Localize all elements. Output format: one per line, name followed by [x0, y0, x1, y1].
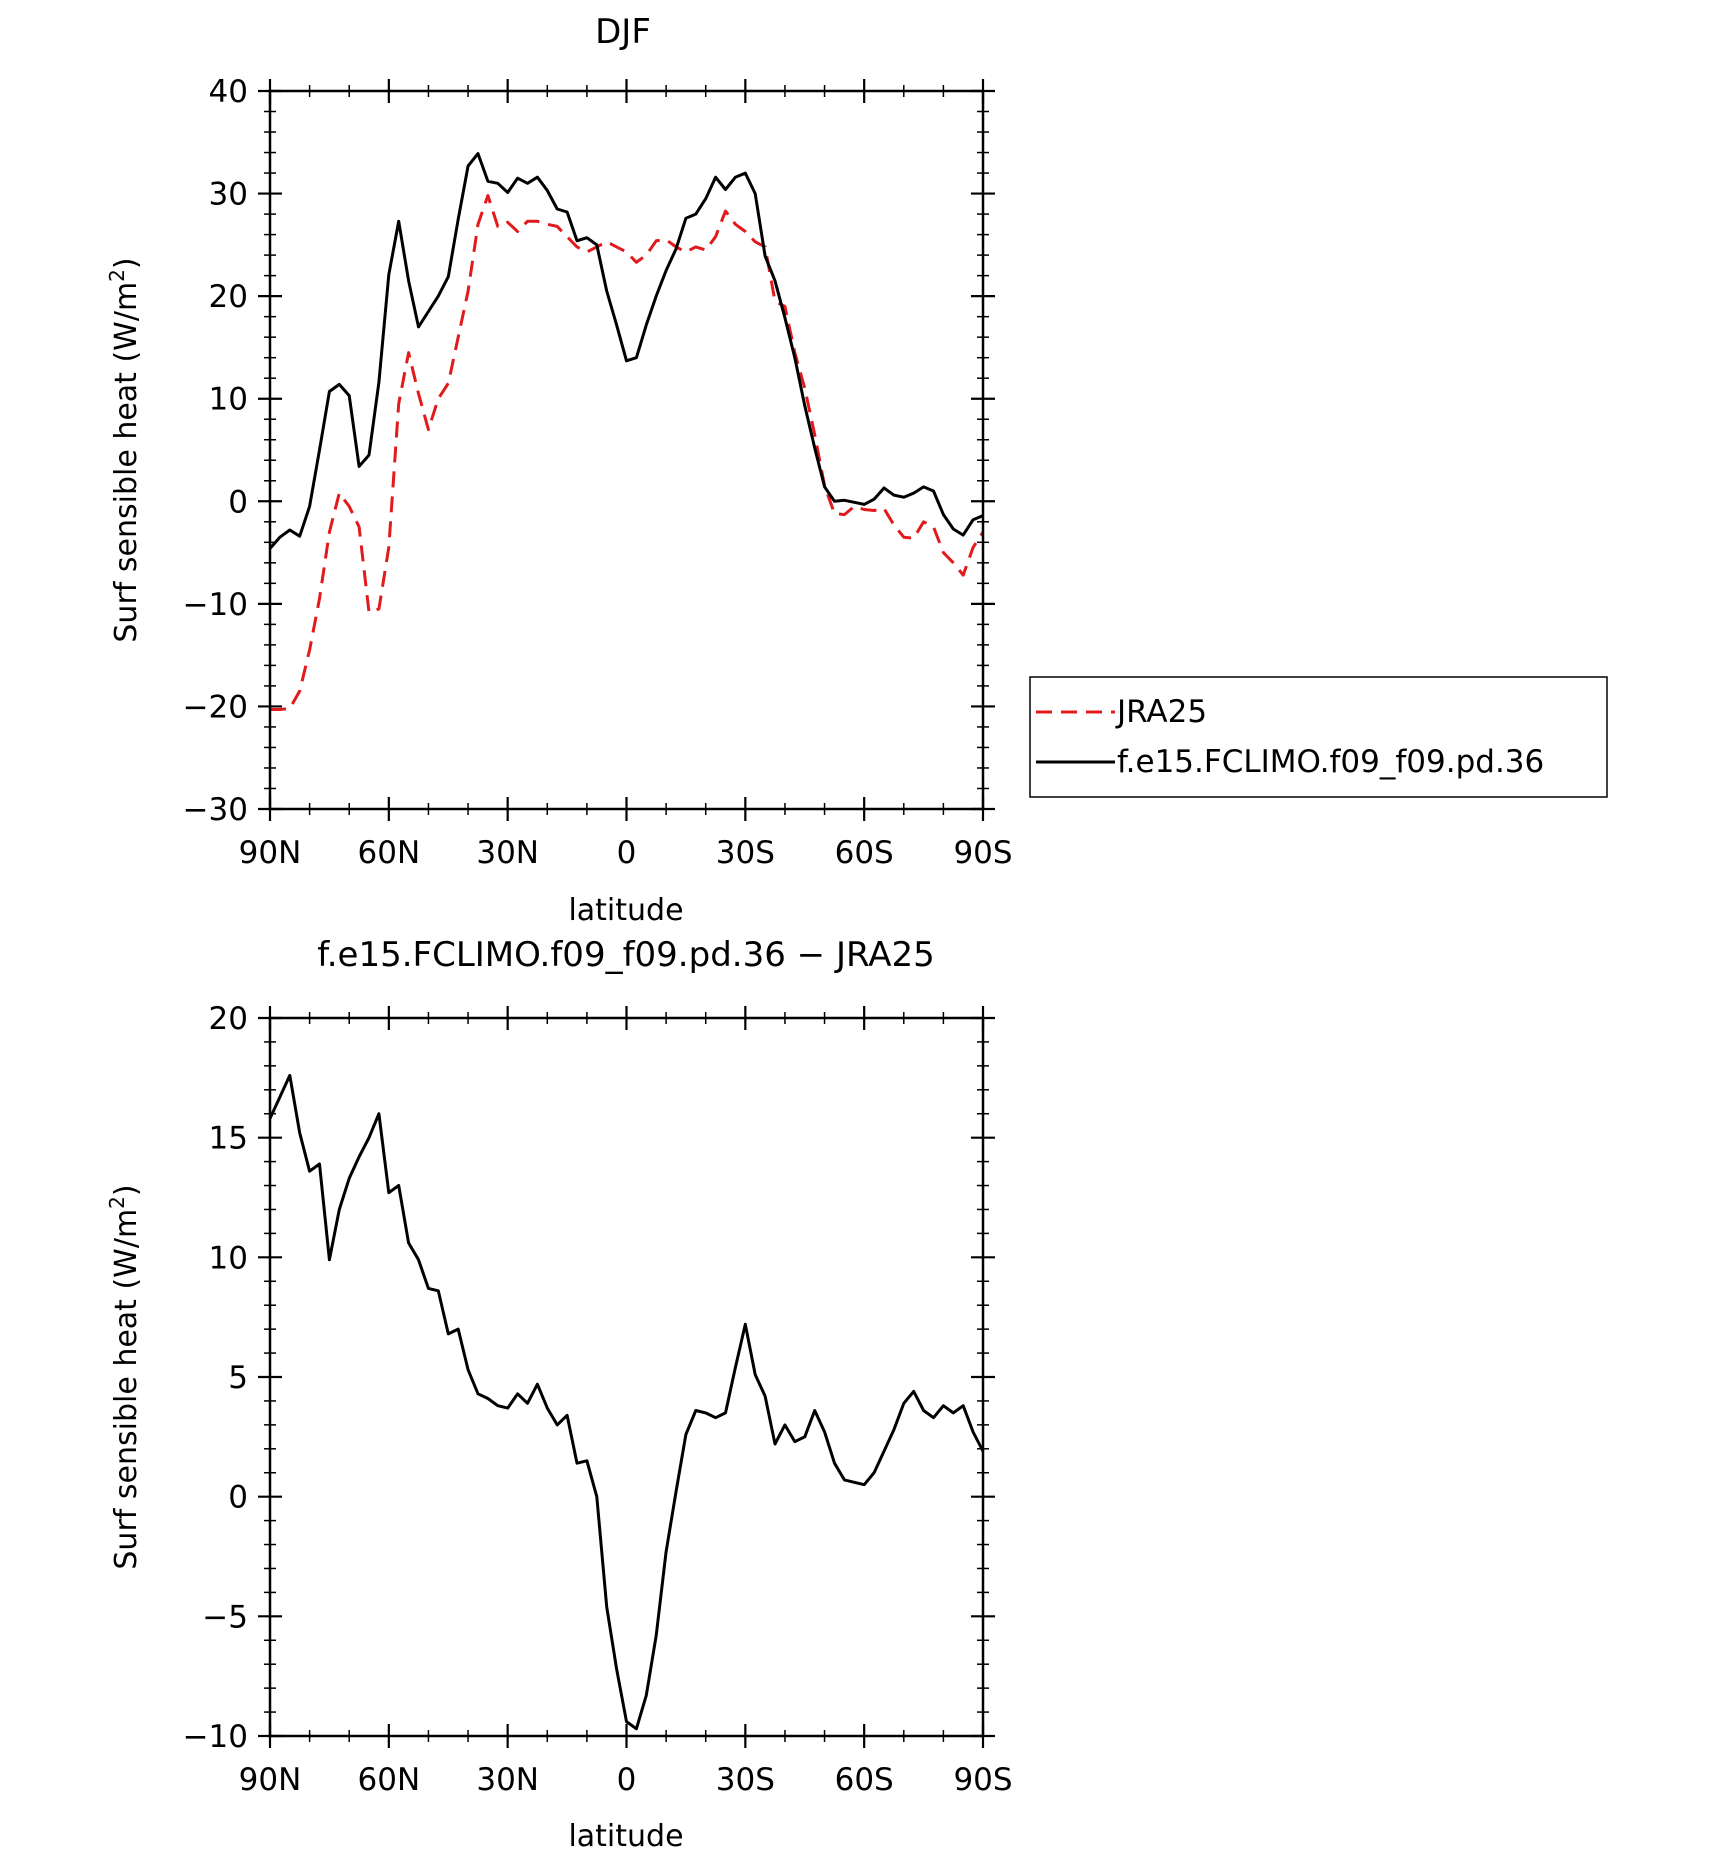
x-tick-label: 0 [617, 835, 637, 871]
bottom-plot-frame [268, 1016, 985, 1738]
bottom-series [268, 1073, 985, 1731]
legend-label-model: f.e15.FCLIMO.f09_f09.pd.36 [1117, 744, 1544, 780]
y-tick-label: −30 [183, 792, 248, 828]
bottom-axis-ticks [258, 1006, 995, 1748]
x-tick-label: 90S [953, 835, 1012, 871]
top-plot-frame [268, 89, 985, 811]
x-tick-label: 30S [716, 835, 775, 871]
x-tick-label: 30N [476, 835, 539, 871]
bottom-chart-title: f.e15.FCLIMO.f09_f09.pd.36 − JRA25 [317, 935, 935, 975]
y-tick-label: 30 [209, 177, 248, 213]
top-y-axis-label: Surf sensible heat (W/m2) [105, 257, 144, 642]
y-tick-label: −10 [183, 587, 248, 623]
x-tick-label: 30S [716, 1762, 775, 1798]
bottom-x-tick-labels: 90N 60N 30N 0 30S 60S 90S [239, 1762, 1013, 1798]
bottom-y-axis-label: Surf sensible heat (W/m2) [105, 1184, 144, 1569]
x-tick-label: 90S [953, 1762, 1012, 1798]
x-tick-label: 60N [358, 1762, 421, 1798]
legend-box [1029, 676, 1608, 798]
y-tick-label: 0 [228, 1480, 248, 1516]
y-tick-label: −20 [183, 689, 248, 725]
y-tick-label: 0 [228, 484, 248, 520]
legend-label-jra25: JRA25 [1115, 694, 1207, 730]
x-tick-label: 0 [617, 1762, 637, 1798]
series-line-jra25 [270, 194, 985, 711]
series-line-f-e15-fclimo-f09-f09-pd-36 [268, 152, 984, 550]
y-tick-label: 10 [209, 1240, 248, 1276]
x-tick-label: 90N [239, 1762, 302, 1798]
y-tick-label: 40 [209, 74, 248, 110]
top-y-tick-labels: −30 −20 −10 0 10 20 30 40 [183, 74, 248, 828]
y-tick-label: 10 [209, 382, 248, 418]
top-x-axis-label: latitude [568, 893, 683, 928]
y-tick-label: −10 [183, 1719, 248, 1755]
x-tick-label: 90N [239, 835, 302, 871]
y-tick-label: 15 [209, 1121, 248, 1157]
legend: JRA25 f.e15.FCLIMO.f09_f09.pd.36 [1029, 676, 1608, 798]
series-line-difference [268, 1073, 985, 1731]
y-tick-label: 5 [228, 1360, 248, 1396]
top-chart-title: DJF [595, 12, 651, 52]
y-tick-label: −5 [202, 1599, 248, 1635]
top-x-tick-labels: 90N 60N 30N 0 30S 60S 90S [239, 835, 1013, 871]
x-tick-label: 60N [358, 835, 421, 871]
x-tick-label: 60S [835, 1762, 894, 1798]
x-tick-label: 60S [835, 835, 894, 871]
top-series [268, 152, 985, 711]
y-tick-label: 20 [209, 1001, 248, 1037]
bottom-panel: f.e15.FCLIMO.f09_f09.pd.36 − JRA25 −10 −5… [105, 935, 1013, 1850]
x-tick-label: 30N [476, 1762, 539, 1798]
bottom-x-axis-label: latitude [568, 1819, 683, 1850]
bottom-y-tick-labels: −10 −5 0 5 10 15 20 [183, 1001, 248, 1755]
y-tick-label: 20 [209, 279, 248, 315]
